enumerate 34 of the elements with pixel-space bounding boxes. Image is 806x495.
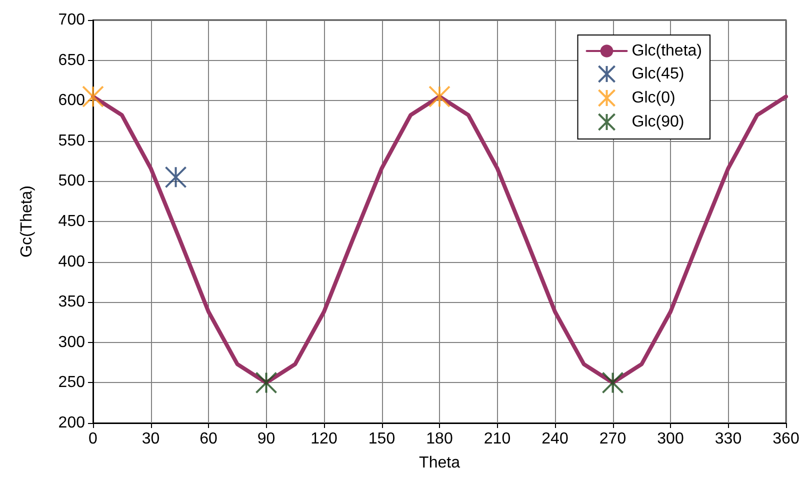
y-tick-label: 350 [58, 294, 86, 311]
y-tick-label: 500 [58, 172, 86, 190]
legend-label: Glc(0) [632, 90, 676, 106]
legend-label: Glc(45) [632, 66, 684, 82]
x-tick-label: 0 [88, 430, 98, 448]
y-axis-title: Gc(Theta) [18, 185, 36, 258]
point [602, 372, 624, 394]
x-tick-label: 30 [142, 430, 160, 448]
x-tick-label: 330 [714, 430, 742, 448]
x-tick-label: 210 [484, 430, 511, 448]
legend-label: Glc(theta) [632, 42, 702, 60]
x-tick-label: 150 [368, 430, 396, 448]
y-tick-label: 650 [58, 52, 86, 69]
point [428, 86, 450, 108]
x-axis-title: Theta [419, 454, 460, 472]
y-tick-label: 250 [58, 374, 86, 392]
x-tick-label: 120 [310, 430, 338, 448]
y-tick-label: 550 [58, 132, 86, 150]
y-tick-label: 450 [58, 213, 86, 230]
y-tick-label: 400 [58, 253, 86, 270]
x-tick-label: 270 [599, 430, 626, 448]
y-tick-label: 300 [58, 334, 86, 351]
point [164, 166, 187, 188]
x-tick-label: 90 [257, 430, 276, 448]
x-tick-label: 300 [657, 430, 684, 448]
point [255, 372, 278, 394]
x-tick-label: 60 [200, 430, 218, 448]
y-tick-label: 600 [58, 92, 86, 110]
x-tick-label: 240 [542, 430, 568, 448]
y-tick-label: 700 [58, 12, 86, 28]
y-tick-label: 200 [58, 414, 86, 432]
legend-label: Glc(90) [632, 114, 684, 130]
x-tick-label: 180 [426, 430, 453, 448]
x-tick-label: 360 [772, 430, 800, 448]
